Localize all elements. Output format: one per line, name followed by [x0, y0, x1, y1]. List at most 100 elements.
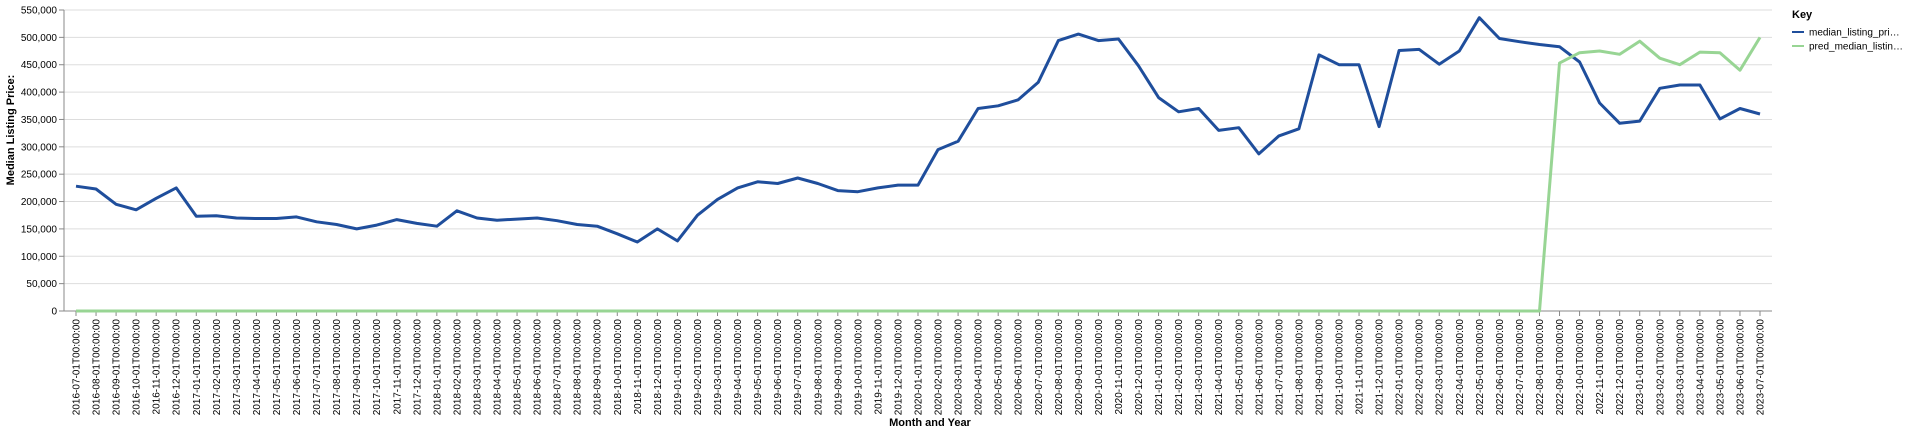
x-tick-label: 2019-12-01T00:00:00 [893, 319, 904, 416]
x-tick-label: 2017-10-01T00:00:00 [372, 319, 383, 416]
x-tick-label: 2018-04-01T00:00:00 [493, 319, 504, 416]
x-tick-label: 2021-12-01T00:00:00 [1375, 319, 1386, 416]
x-tick-label: 2022-06-01T00:00:00 [1495, 319, 1506, 416]
x-tick-label: 2017-02-01T00:00:00 [212, 319, 223, 416]
x-tick-label: 2022-10-01T00:00:00 [1575, 319, 1586, 416]
x-tick-label: 2017-07-01T00:00:00 [312, 319, 323, 416]
x-tick-label: 2017-09-01T00:00:00 [352, 319, 363, 416]
x-tick-label: 2021-04-01T00:00:00 [1214, 319, 1225, 416]
x-tick-label: 2019-08-01T00:00:00 [813, 319, 824, 416]
x-tick-label: 2023-02-01T00:00:00 [1655, 319, 1666, 416]
x-tick-label: 2019-01-01T00:00:00 [673, 319, 684, 416]
x-tick-label: 2018-07-01T00:00:00 [553, 319, 564, 416]
x-tick-label: 2020-05-01T00:00:00 [994, 319, 1005, 416]
legend-label: pred_median_listin… [1809, 42, 1903, 53]
x-tick-label: 2020-02-01T00:00:00 [934, 319, 945, 416]
y-tick-label: 500,000 [21, 33, 58, 44]
x-tick-label: 2019-03-01T00:00:00 [713, 319, 724, 416]
line-series [76, 36, 1762, 313]
x-tick-label: 2019-11-01T00:00:00 [873, 319, 884, 415]
x-tick-label: 2023-01-01T00:00:00 [1635, 319, 1646, 416]
x-tick-label: 2021-07-01T00:00:00 [1274, 319, 1285, 416]
x-axis-title: Month and Year [889, 417, 971, 429]
x-tick-label: 2022-04-01T00:00:00 [1455, 319, 1466, 416]
x-tick-label: 2022-02-01T00:00:00 [1415, 319, 1426, 416]
y-tick-label: 150,000 [21, 224, 58, 235]
x-tick-label: 2019-02-01T00:00:00 [693, 319, 704, 416]
x-tick-label: 2023-05-01T00:00:00 [1715, 319, 1726, 416]
x-tick-label: 2021-01-01T00:00:00 [1154, 319, 1165, 416]
x-tick-label: 2018-11-01T00:00:00 [633, 319, 644, 415]
legend-label: median_listing_pri… [1809, 28, 1900, 39]
x-tick-label: 2018-01-01T00:00:00 [432, 319, 443, 416]
x-tick-label: 2018-03-01T00:00:00 [472, 319, 483, 416]
x-tick-label: 2016-08-01T00:00:00 [92, 319, 103, 416]
x-tick-label: 2017-03-01T00:00:00 [232, 319, 243, 416]
x-tick-label: 2018-02-01T00:00:00 [452, 319, 463, 416]
x-tick-label: 2022-12-01T00:00:00 [1615, 319, 1626, 416]
x-tick-label: 2017-08-01T00:00:00 [332, 319, 343, 416]
x-tick-label: 2018-12-01T00:00:00 [653, 319, 664, 416]
y-tick-label: 400,000 [21, 88, 58, 99]
x-tick-label: 2020-06-01T00:00:00 [1014, 319, 1025, 416]
x-tick-label: 2021-10-01T00:00:00 [1335, 319, 1346, 416]
x-tick-label: 2017-01-01T00:00:00 [192, 319, 203, 416]
x-tick-label: 2020-03-01T00:00:00 [954, 319, 965, 416]
y-tick-label: 0 [51, 307, 57, 318]
x-tick-label: 2022-01-01T00:00:00 [1395, 319, 1406, 416]
x-tick-label: 2016-07-01T00:00:00 [72, 319, 83, 416]
x-tick-label: 2018-06-01T00:00:00 [533, 319, 544, 416]
x-tick-label: 2019-06-01T00:00:00 [773, 319, 784, 416]
x-tick-label: 2017-05-01T00:00:00 [272, 319, 283, 416]
x-tick-label: 2017-06-01T00:00:00 [292, 319, 303, 416]
x-tick-label: 2018-05-01T00:00:00 [513, 319, 524, 416]
x-tick-label: 2022-07-01T00:00:00 [1515, 319, 1526, 416]
x-tick-label: 2023-07-01T00:00:00 [1756, 319, 1767, 416]
x-tick-label: 2018-10-01T00:00:00 [613, 319, 624, 416]
y-tick-label: 300,000 [21, 142, 58, 153]
x-tick-label: 2016-09-01T00:00:00 [112, 319, 123, 416]
x-tick-label: 2021-06-01T00:00:00 [1254, 319, 1265, 416]
x-tick-label: 2021-08-01T00:00:00 [1294, 319, 1305, 416]
x-tick-label: 2021-11-01T00:00:00 [1355, 319, 1366, 415]
x-tick-label: 2017-11-01T00:00:00 [392, 319, 403, 415]
x-tick-label: 2020-04-01T00:00:00 [974, 319, 985, 416]
x-tick-label: 2019-10-01T00:00:00 [853, 319, 864, 416]
x-tick-label: 2023-04-01T00:00:00 [1695, 319, 1706, 416]
y-tick-label: 100,000 [21, 252, 58, 263]
x-tick-label: 2020-11-01T00:00:00 [1114, 319, 1125, 415]
x-tick-label: 2017-12-01T00:00:00 [412, 319, 423, 416]
x-tick-label: 2019-07-01T00:00:00 [793, 319, 804, 416]
x-tick-label: 2021-09-01T00:00:00 [1314, 319, 1325, 416]
y-tick-label: 350,000 [21, 115, 58, 126]
x-tick-label: 2016-10-01T00:00:00 [132, 319, 143, 416]
y-axis-title: Median Listing Price: [5, 75, 17, 186]
x-tick-label: 2022-11-01T00:00:00 [1595, 319, 1606, 415]
x-tick-label: 2019-09-01T00:00:00 [833, 319, 844, 416]
line-series [75, 16, 1761, 244]
x-tick-label: 2018-08-01T00:00:00 [573, 319, 584, 416]
x-tick-label: 2021-03-01T00:00:00 [1194, 319, 1205, 416]
x-tick-label: 2023-06-01T00:00:00 [1735, 319, 1746, 416]
x-tick-label: 2016-12-01T00:00:00 [172, 319, 183, 416]
x-tick-label: 2021-05-01T00:00:00 [1234, 319, 1245, 416]
y-tick-label: 550,000 [21, 6, 58, 17]
y-tick-label: 200,000 [21, 197, 58, 208]
legend-title: Key [1792, 9, 1813, 21]
x-tick-label: 2020-10-01T00:00:00 [1094, 319, 1105, 416]
x-tick-label: 2022-05-01T00:00:00 [1475, 319, 1486, 416]
y-tick-label: 250,000 [21, 170, 58, 181]
x-tick-label: 2018-09-01T00:00:00 [593, 319, 604, 416]
y-tick-label: 50,000 [26, 279, 57, 290]
x-tick-label: 2019-05-01T00:00:00 [753, 319, 764, 416]
x-tick-label: 2022-03-01T00:00:00 [1435, 319, 1446, 416]
x-tick-label: 2022-09-01T00:00:00 [1555, 319, 1566, 416]
x-tick-label: 2020-07-01T00:00:00 [1034, 319, 1045, 416]
x-tick-label: 2020-09-01T00:00:00 [1074, 319, 1085, 416]
x-tick-label: 2016-11-01T00:00:00 [152, 319, 163, 415]
x-tick-label: 2020-08-01T00:00:00 [1054, 319, 1065, 416]
x-tick-label: 2017-04-01T00:00:00 [252, 319, 263, 416]
x-tick-label: 2020-01-01T00:00:00 [914, 319, 925, 416]
x-tick-label: 2019-04-01T00:00:00 [733, 319, 744, 416]
